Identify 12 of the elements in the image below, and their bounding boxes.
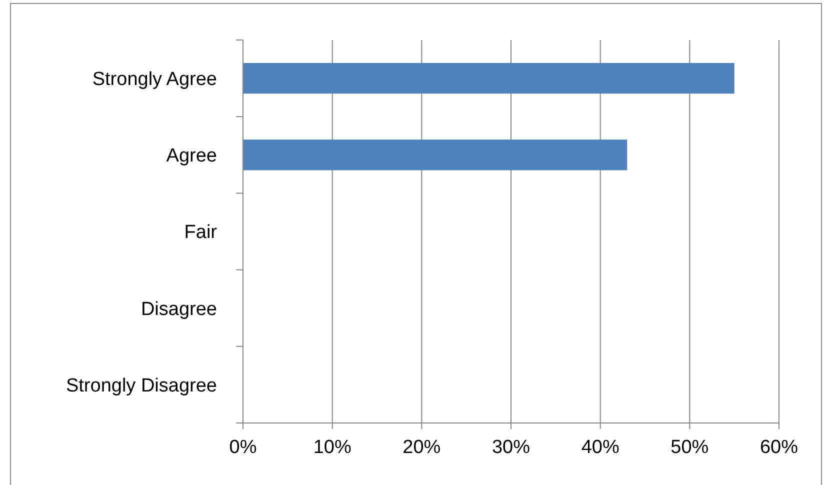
x-tick-label: 40% xyxy=(581,436,620,458)
x-tick-label: 30% xyxy=(492,436,530,458)
x-tick-label: 50% xyxy=(670,436,709,458)
y-tick-label: Strongly Agree xyxy=(92,68,217,90)
x-tick-label: 60% xyxy=(760,436,798,458)
y-tick-label: Agree xyxy=(166,146,217,167)
y-tick-label: Disagree xyxy=(140,298,217,320)
y-tick-label: Fair xyxy=(184,222,218,244)
y-tick-label: Strongly Disagree xyxy=(66,375,217,396)
x-tick-label: 10% xyxy=(313,436,352,458)
x-tick-label: 0% xyxy=(229,436,257,458)
x-tick-label: 20% xyxy=(402,436,441,458)
